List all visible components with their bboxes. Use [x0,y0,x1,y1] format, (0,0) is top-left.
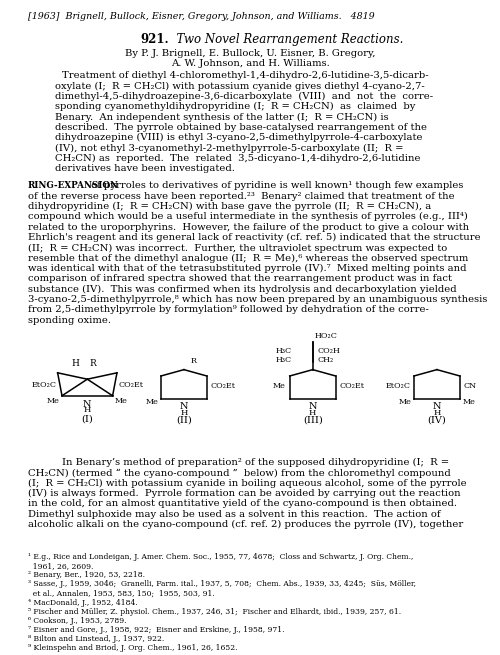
Text: CN: CN [464,383,476,390]
Text: of pyrroles to derivatives of pyridine is well known¹ though few examples: of pyrroles to derivatives of pyridine i… [88,181,464,191]
Text: CH₂CN) as  reported.  The  related  3,5-dicyano-1,4-dihydro-2,6-lutidine: CH₂CN) as reported. The related 3,5-dicy… [55,154,420,163]
Text: H₃C: H₃C [276,356,292,364]
Text: ⁵ Fischer and Müller, Z. physiol. Chem., 1937, 246, 31;  Fischer and Elhardt, ib: ⁵ Fischer and Müller, Z. physiol. Chem.,… [28,608,400,616]
Text: By P. J. Brignell, E. Bullock, U. Eisner, B. Gregory,: By P. J. Brignell, E. Bullock, U. Eisner… [125,49,375,58]
Text: CO₂Et: CO₂Et [340,383,364,390]
Text: CH₂CN) (termed “ the cyano-compound ”  below) from the chloromethyl compound: CH₂CN) (termed “ the cyano-compound ” be… [28,468,450,477]
Text: dimethyl-4,5-dihydroazepine-3,6-dicarboxylate  (VIII)  and  not  the  corre-: dimethyl-4,5-dihydroazepine-3,6-dicarbox… [55,92,433,101]
Text: dihydropyridine (I;  R = CH₂CN) with base gave the pyrrole (II;  R = CH₂CN), a: dihydropyridine (I; R = CH₂CN) with base… [28,202,431,211]
Text: ⁷ Eisner and Gore, J., 1958, 922;  Eisner and Erskine, J., 1958, 971.: ⁷ Eisner and Gore, J., 1958, 922; Eisner… [28,626,284,633]
Text: 3-cyano-2,5-dimethylpyrrole,⁸ which has now been prepared by an unambiguous synt: 3-cyano-2,5-dimethylpyrrole,⁸ which has … [28,295,487,304]
Text: Me: Me [47,397,60,405]
Text: CO₂Et: CO₂Et [210,383,236,390]
Text: N: N [83,400,92,409]
Text: N: N [308,402,317,411]
Text: H₃C: H₃C [276,346,292,354]
Text: from 2,5-dimethylpyrrole by formylation⁹ followed by dehydration of the corre-: from 2,5-dimethylpyrrole by formylation⁹… [28,305,428,314]
Text: ³ Sasse, J., 1959, 3046;  Granelli, Farm. ital., 1937, 5, 708;  Chem. Abs., 1939: ³ Sasse, J., 1959, 3046; Granelli, Farm.… [28,580,415,588]
Text: (II;  R = CH₂CN) was incorrect.  Further, the ultraviolet spectrum was expected : (II; R = CH₂CN) was incorrect. Further, … [28,244,447,253]
Text: H: H [433,409,440,417]
Text: CO₂H: CO₂H [318,346,340,354]
Text: (III): (III) [303,415,322,424]
Text: et al., Annalen, 1953, 583, 150;  1955, 503, 91.: et al., Annalen, 1953, 583, 150; 1955, 5… [28,590,214,597]
Text: Me: Me [115,397,128,405]
Text: ⁶ Cookson, J., 1953, 2789.: ⁶ Cookson, J., 1953, 2789. [28,616,126,625]
Text: CH₂: CH₂ [318,356,334,364]
Text: HO₂C: HO₂C [315,332,338,341]
Text: comparison of infrared spectra showed that the rearrangement product was in fact: comparison of infrared spectra showed th… [28,274,452,284]
Text: ² Benary, Ber., 1920, 53, 2218.: ² Benary, Ber., 1920, 53, 2218. [28,571,144,580]
Text: Me: Me [462,398,475,405]
Text: in the cold, for an almost quantitative yield of the cyano-compound is then obta: in the cold, for an almost quantitative … [28,499,456,508]
Text: Two Novel Rearrangement Reactions.: Two Novel Rearrangement Reactions. [169,33,404,47]
Text: described.  The pyrrole obtained by base-catalysed rearrangement of the: described. The pyrrole obtained by base-… [55,123,427,132]
Text: was identical with that of the tetrasubstituted pyrrole (IV).⁷  Mixed melting po: was identical with that of the tetrasubs… [28,264,466,273]
Text: (I;  R = CH₂Cl) with potassium cyanide in boiling aqueous alcohol, some of the p: (I; R = CH₂Cl) with potassium cyanide in… [28,479,466,488]
Text: CO₂Et: CO₂Et [118,381,143,389]
Text: 921.: 921. [140,33,168,47]
Text: EtO₂C: EtO₂C [32,381,56,389]
Text: Me: Me [146,398,158,405]
Text: Me: Me [398,398,411,405]
Text: derivatives have been investigated.: derivatives have been investigated. [55,164,235,174]
Text: ⁴ MacDonald, J., 1952, 4184.: ⁴ MacDonald, J., 1952, 4184. [28,599,137,607]
Text: ⁹ Kleinspehn and Briod, J. Org. Chem., 1961, 26, 1652.: ⁹ Kleinspehn and Briod, J. Org. Chem., 1… [28,644,237,652]
Text: sponding cyanomethyldihydropyridine (I;  R = CH₂CN)  as  claimed  by: sponding cyanomethyldihydropyridine (I; … [55,102,416,111]
Text: Benary.  An independent synthesis of the latter (I;  R = CH₂CN) is: Benary. An independent synthesis of the … [55,113,388,122]
Text: (II): (II) [176,415,192,424]
Text: sponding oxime.: sponding oxime. [28,316,110,325]
Text: related to the uroporphyrins.  However, the failure of the product to give a col: related to the uroporphyrins. However, t… [28,223,468,232]
Text: R: R [90,360,96,369]
Text: (IV), not ethyl 3-cyanomethyl-2-methylpyrrole-5-carboxylate (II;  R =: (IV), not ethyl 3-cyanomethyl-2-methylpy… [55,143,404,153]
Text: [1963]  Brignell, Bullock, Eisner, Gregory, Johnson, and Williams.   4819: [1963] Brignell, Bullock, Eisner, Gregor… [28,12,374,21]
Text: In Benary’s method of preparation² of the supposed dihydropyridine (I;  R =: In Benary’s method of preparation² of th… [62,458,450,467]
Text: Me: Me [273,383,286,390]
Text: (IV) is always formed.  Pyrrole formation can be avoided by carrying out the rea: (IV) is always formed. Pyrrole formation… [28,489,460,498]
Text: dihydroazepine (VIII) is ethyl 3-cyano-2,5-dimethylpyrrole-4-carboxylate: dihydroazepine (VIII) is ethyl 3-cyano-2… [55,134,422,143]
Text: N: N [432,402,441,411]
Text: RING-EXPANSION: RING-EXPANSION [28,181,118,191]
Text: R: R [191,358,197,365]
Text: EtO₂C: EtO₂C [385,383,410,390]
Text: oxylate (I;  R = CH₂Cl) with potassium cyanide gives diethyl 4-cyano-2,7-: oxylate (I; R = CH₂Cl) with potassium cy… [55,82,425,91]
Text: H: H [309,409,316,417]
Text: H: H [71,360,79,369]
Text: (I): (I) [82,414,93,423]
Text: compound which would be a useful intermediate in the synthesis of pyrroles (e.g.: compound which would be a useful interme… [28,212,468,221]
Text: Ehrlich's reagent and its general lack of reactivity (cf. ref. 5) indicated that: Ehrlich's reagent and its general lack o… [28,233,480,242]
Text: N: N [180,402,188,411]
Text: (IV): (IV) [428,415,446,424]
Text: ⁸ Bilton and Linstead, J., 1937, 922.: ⁸ Bilton and Linstead, J., 1937, 922. [28,635,164,643]
Text: of the reverse process have been reported.²³  Benary² claimed that treatment of : of the reverse process have been reporte… [28,192,454,200]
Text: Dimethyl sulphoxide may also be used as a solvent in this reaction.  The action : Dimethyl sulphoxide may also be used as … [28,510,440,519]
Text: H: H [84,407,91,415]
Text: A. W. Johnson, and H. Williams.: A. W. Johnson, and H. Williams. [170,60,330,69]
Text: Treatment of diethyl 4-chloromethyl-1,4-dihydro-2,6-lutidine-3,5-dicarb-: Treatment of diethyl 4-chloromethyl-1,4-… [62,71,429,81]
Text: H: H [180,409,188,417]
Text: 1961, 26, 2609.: 1961, 26, 2609. [28,563,93,571]
Text: resemble that of the dimethyl analogue (II;  R = Me),⁶ whereas the observed spec: resemble that of the dimethyl analogue (… [28,253,468,263]
Text: substance (IV).  This was confirmed when its hydrolysis and decarboxylation yiel: substance (IV). This was confirmed when … [28,285,456,294]
Text: alcoholic alkali on the cyano-compound (cf. ref. 2) produces the pyrrole (IV), t: alcoholic alkali on the cyano-compound (… [28,520,463,529]
Text: ¹ E.g., Rice and Londeigan, J. Amer. Chem. Soc., 1955, 77, 4678;  Closs and Schw: ¹ E.g., Rice and Londeigan, J. Amer. Che… [28,553,413,561]
